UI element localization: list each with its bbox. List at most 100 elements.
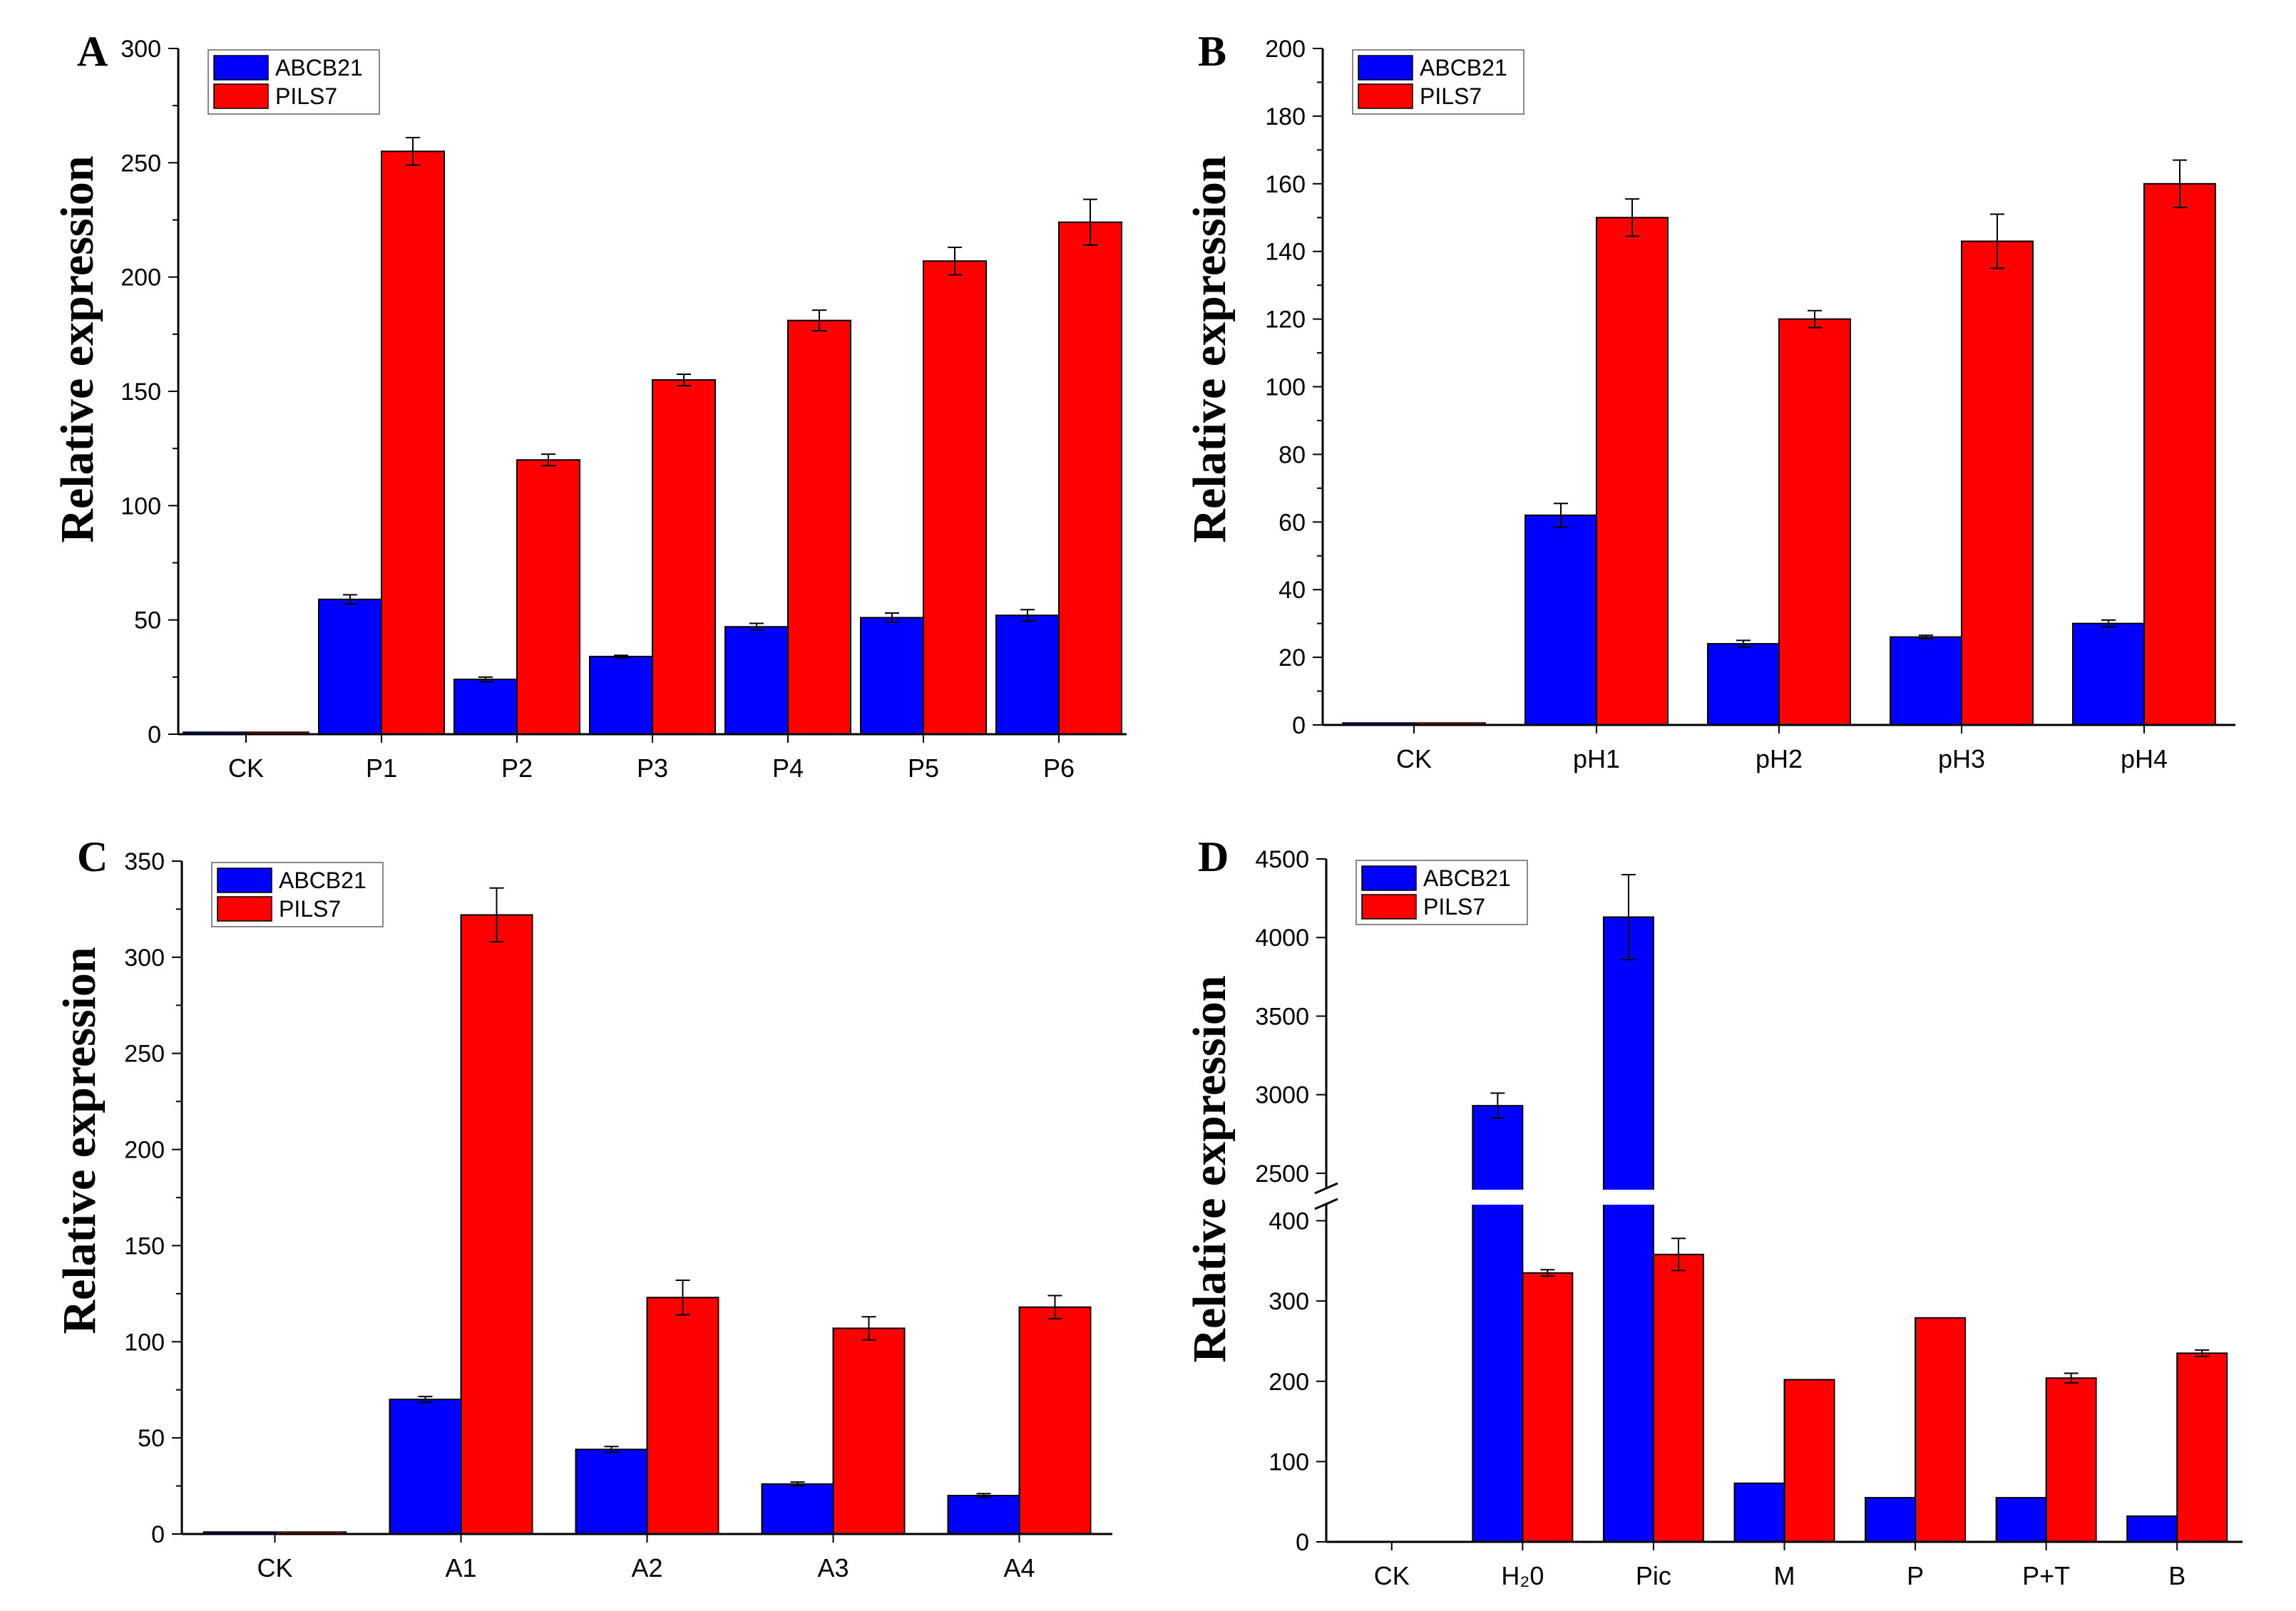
legend-label: ABCB21 (1423, 865, 1511, 891)
legend-swatch-pils7 (1361, 894, 1417, 920)
bar-pils7 (1783, 1379, 1835, 1543)
y-tick-label: 160 (1265, 171, 1306, 198)
y-tick-label: 300 (1269, 1288, 1309, 1315)
panel-b: B Relative expression CK pH1 pH2 pH3 pH4 0 20 40 6… (1184, 28, 2235, 773)
y-tick-label: 140 (1265, 239, 1306, 266)
y-axis-label: Relative expression (53, 947, 106, 1334)
bar-abcb21 (995, 614, 1060, 736)
y-tick-label: 0 (148, 721, 161, 748)
y-tick-label: 0 (1292, 712, 1306, 739)
legend-label: ABCB21 (1420, 55, 1507, 81)
bar-pils7 (1915, 1317, 1967, 1543)
bar-abcb21 (1707, 643, 1780, 726)
bar-pils7 (460, 914, 533, 1535)
y-tick-label: 100 (121, 493, 161, 520)
y-tick-label: 200 (121, 264, 161, 292)
y-tick-label: 250 (121, 150, 161, 177)
y-axis-label: Relative expression (1184, 975, 1236, 1362)
bars (183, 137, 1122, 736)
y-tick-label: 3500 (1255, 1003, 1309, 1030)
y-tick-label: 20 (1278, 644, 1306, 671)
legend-label: ABCB21 (279, 868, 367, 893)
legend-label: PILS7 (275, 83, 337, 109)
bar-abcb21 (761, 1483, 834, 1535)
bar-abcb21 (318, 598, 382, 735)
panel-d: D Relative expression CK H₂0 Pic M P P+T B 0 100 20… (1184, 833, 2245, 1590)
y-tick-label: 60 (1278, 509, 1306, 536)
y-tick-label: 400 (1269, 1208, 1309, 1235)
y-tick-label: 300 (124, 945, 165, 972)
bar-pils7 (923, 260, 987, 736)
bar-abcb21 (1995, 1497, 2047, 1543)
bar-pils7 (381, 150, 445, 736)
bar-pils7 (832, 1327, 906, 1535)
legend-swatch-pils7 (213, 83, 269, 109)
y-tick-label: 40 (1278, 577, 1306, 604)
panel-letter: C (77, 833, 108, 880)
x-tick-label: pH3 (1938, 744, 1985, 773)
y-tick-label: 200 (1265, 36, 1306, 63)
bars (203, 887, 1092, 1535)
bar-abcb21 (1472, 1105, 1524, 1543)
x-tick-label: P2 (501, 753, 533, 783)
bar-abcb21 (1890, 636, 1962, 726)
y-tick-label: 100 (1269, 1448, 1309, 1476)
y-tick-label: 250 (124, 1041, 165, 1068)
x-tick-label: P3 (637, 753, 668, 783)
legend-swatch-abcb21 (213, 55, 269, 81)
bar-pils7 (646, 1297, 719, 1535)
x-tick-label: pH1 (1573, 744, 1620, 773)
bar-abcb21 (860, 617, 924, 736)
y-tick-label: 80 (1278, 441, 1306, 468)
bar-abcb21 (1733, 1482, 1785, 1543)
x-tick-label: M (1774, 1561, 1795, 1590)
x-tick-label: CK (228, 753, 264, 783)
bar-pils7 (2143, 182, 2216, 726)
legend-swatch-abcb21 (217, 868, 272, 893)
panel-letter: A (77, 28, 108, 75)
x-tick-label: pH4 (2121, 744, 2168, 773)
y-tick-label: 4000 (1255, 925, 1309, 952)
x-tick-label: P6 (1043, 753, 1075, 783)
panel-a: A Relative expression CK P1 P2 P3 P4 P5 P6 0 50 100… (51, 28, 1127, 783)
panel-letter: D (1198, 833, 1229, 880)
legend-swatch-pils7 (1358, 83, 1413, 109)
axis-break-mark (1314, 1198, 1338, 1210)
x-tick-label: CK (1374, 1561, 1410, 1590)
y-tick-label: 180 (1265, 103, 1306, 130)
bar-pils7 (787, 319, 851, 735)
x-tick-label: H₂0 (1501, 1561, 1544, 1590)
panel-letter: B (1198, 28, 1226, 75)
x-tick-label: CK (257, 1553, 292, 1582)
panel-c: C Relative expression CK A1 A2 A3 A4 0 50 100 150 2… (53, 833, 1112, 1582)
y-tick-label: 3000 (1255, 1082, 1309, 1109)
y-tick-label: 150 (124, 1232, 165, 1260)
y-tick-label: 0 (1296, 1529, 1309, 1556)
bar-abcb21 (1524, 514, 1597, 726)
bars (1472, 874, 2228, 1543)
legend-label: PILS7 (1423, 894, 1485, 920)
y-tick-label: 120 (1265, 307, 1306, 334)
x-tick-label: A1 (445, 1553, 476, 1582)
y-tick-label: 100 (1265, 374, 1306, 401)
x-tick-label: A2 (631, 1553, 662, 1582)
y-tick-label: 4500 (1255, 846, 1309, 873)
y-tick-label: 350 (124, 848, 165, 875)
y-tick-label: 2500 (1255, 1160, 1309, 1188)
y-tick-label: 150 (121, 379, 161, 406)
x-tick-label: CK (1396, 744, 1432, 773)
y-tick-label: 50 (138, 1425, 165, 1452)
x-tick-label: A4 (1003, 1553, 1035, 1582)
x-tick-label: P4 (772, 753, 804, 783)
axis-break-mark (1314, 1182, 1338, 1195)
y-axis-label: Relative expression (51, 155, 103, 542)
bar-abcb21 (389, 1399, 462, 1535)
bar-abcb21 (453, 679, 518, 735)
x-tick-label: P5 (908, 753, 939, 783)
bar-pils7 (2045, 1377, 2097, 1543)
x-tick-label: A3 (817, 1553, 849, 1582)
x-tick-label: P+T (2022, 1561, 2070, 1590)
